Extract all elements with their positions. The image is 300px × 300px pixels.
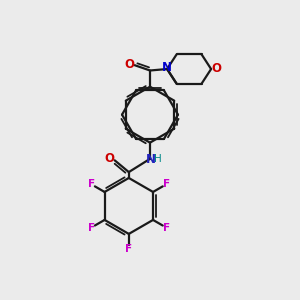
- Text: O: O: [212, 62, 221, 75]
- Text: F: F: [88, 223, 95, 232]
- Text: N: N: [162, 61, 172, 74]
- Text: F: F: [88, 179, 95, 189]
- Text: O: O: [105, 152, 115, 165]
- Text: F: F: [125, 244, 132, 254]
- Text: O: O: [124, 58, 134, 70]
- Text: F: F: [163, 223, 170, 232]
- Text: N: N: [146, 153, 156, 166]
- Text: H: H: [154, 154, 162, 164]
- Text: F: F: [163, 179, 170, 189]
